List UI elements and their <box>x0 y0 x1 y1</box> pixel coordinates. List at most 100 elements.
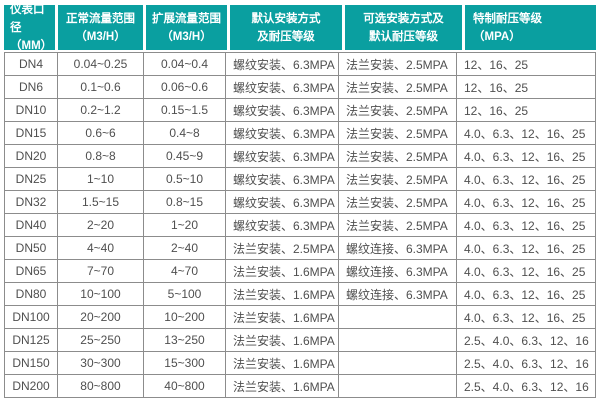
table-cell: 0.8~15 <box>143 190 226 214</box>
table-cell: 0.04~0.4 <box>143 52 226 76</box>
table-cell: DN150 <box>4 351 58 375</box>
table-cell: 法兰安装、2.5MPA <box>338 167 457 191</box>
table-cell: 0.5~10 <box>143 167 226 191</box>
header-line: 默认耐压等级 <box>369 30 438 43</box>
table-cell: 2.5、4.0、6.3、12、16 <box>456 374 596 398</box>
table-cell: 0.45~9 <box>143 144 226 168</box>
header-line: 仪表口径 <box>10 5 45 34</box>
table-cell: 4.0、6.3、12、16、25 <box>456 190 596 214</box>
table-cell: DN50 <box>4 236 58 260</box>
header-line: （MPA） <box>473 30 521 43</box>
table-cell: 螺纹安装、6.3MPA <box>225 144 339 168</box>
table-cell: 螺纹安装、6.3MPA <box>225 52 339 76</box>
table-cell: 4.0、6.3、12、16、25 <box>456 121 596 145</box>
header-line: 特制耐压等级 <box>473 12 542 25</box>
table-cell: DN10 <box>4 98 58 122</box>
table-cell: 2~40 <box>143 236 226 260</box>
table-row: DN15 0.6~6 0.4~8 螺纹安装、6.3MPA 法兰安装、2.5MPA 4.0、… <box>4 121 596 145</box>
table-cell: 法兰安装、2.5MPA <box>338 98 457 122</box>
table-row: DN32 1.5~15 0.8~15 螺纹安装、6.3MPA 法兰安装、2.5MPA 4.… <box>4 190 596 214</box>
header-line: 默认安装方式 <box>251 12 321 25</box>
table-cell: 法兰安装、2.5MPA <box>338 144 457 168</box>
table-row: DN125 25~250 13~250 法兰安装、1.6MPA 2.5、4.0、6.3、… <box>4 328 596 352</box>
table-cell <box>338 328 457 352</box>
table-cell: 0.2~1.2 <box>57 98 144 122</box>
header-line: （M3/H） <box>161 30 212 43</box>
table-header-row: 仪表口径 （MM） 正常流量范围 （M3/H） 扩展流量范围 （M3/H） 默认… <box>4 5 596 50</box>
table-cell: 4~40 <box>57 236 144 260</box>
table-cell: 法兰安装、2.5MPA <box>338 75 457 99</box>
table-cell: 2.5、4.0、6.3、12、16 <box>456 328 596 352</box>
table-row: DN20 0.8~8 0.45~9 螺纹安装、6.3MPA 法兰安装、2.5MPA 4.0… <box>4 144 596 168</box>
table-row: DN65 7~70 4~70 法兰安装、1.6MPA 螺纹连接、6.3MPA 4.0、6.… <box>4 259 596 283</box>
table-cell: 法兰安装、1.6MPA <box>225 282 339 306</box>
table-cell: 0.1~0.6 <box>57 75 144 99</box>
table-cell: 12、16、25 <box>456 52 596 76</box>
table-cell: 10~100 <box>57 282 144 306</box>
table-row: DN150 30~300 15~300 法兰安装、1.6MPA 2.5、4.0、6.3、… <box>4 351 596 375</box>
table-cell: 2.5、4.0、6.3、12、16 <box>456 351 596 375</box>
table-cell: 4.0、6.3、12、16、25 <box>456 305 596 329</box>
table-cell: 4.0、6.3、12、16、25 <box>456 259 596 283</box>
header-cell-special-pressure: 特制耐压等级 （MPA） <box>465 5 596 50</box>
table-cell: 0.15~1.5 <box>143 98 226 122</box>
table-cell <box>338 305 457 329</box>
table-cell: DN25 <box>4 167 58 191</box>
header-cell-diameter: 仪表口径 （MM） <box>4 5 55 50</box>
table-cell: 法兰安装、1.6MPA <box>225 374 339 398</box>
table-cell: 12、16、25 <box>456 98 596 122</box>
table-cell: 螺纹连接、6.3MPA <box>338 236 457 260</box>
table-cell: 10~200 <box>143 305 226 329</box>
table-cell <box>338 374 457 398</box>
table-cell: 法兰安装、2.5MPA <box>338 52 457 76</box>
table-cell: 7~70 <box>57 259 144 283</box>
table-cell: 螺纹安装、6.3MPA <box>225 121 339 145</box>
table-cell: 25~250 <box>57 328 144 352</box>
table-cell: DN125 <box>4 328 58 352</box>
table-cell: 螺纹连接、6.3MPA <box>338 259 457 283</box>
table-cell: 法兰安装、1.6MPA <box>225 351 339 375</box>
table-row: DN6 0.1~0.6 0.06~0.6 螺纹安装、6.3MPA 法兰安装、2.5MPA… <box>4 75 596 99</box>
table-row: DN40 2~20 1~20 螺纹安装、6.3MPA 法兰安装、2.5MPA 4.0、6.… <box>4 213 596 237</box>
table-cell: 15~300 <box>143 351 226 375</box>
table-cell: 0.6~6 <box>57 121 144 145</box>
table-cell: 12、16、25 <box>456 75 596 99</box>
table-cell: 法兰安装、1.6MPA <box>225 305 339 329</box>
table-cell: 法兰安装、2.5MPA <box>338 190 457 214</box>
table-cell: DN32 <box>4 190 58 214</box>
table-cell: 5~100 <box>143 282 226 306</box>
table-cell: 螺纹安装、6.3MPA <box>225 98 339 122</box>
table-cell: 1~10 <box>57 167 144 191</box>
table-cell: 法兰安装、1.6MPA <box>225 328 339 352</box>
header-cell-normal-flow: 正常流量范围 （M3/H） <box>58 5 143 50</box>
table-cell: 法兰安装、2.5MPA <box>338 121 457 145</box>
table-cell: 4.0、6.3、12、16、25 <box>456 213 596 237</box>
table-row: DN100 20~200 10~200 法兰安装、1.6MPA 4.0、6.3、12、1… <box>4 305 596 329</box>
table-cell: 0.8~8 <box>57 144 144 168</box>
table-cell <box>338 351 457 375</box>
header-line: 及耐压等级 <box>257 30 315 43</box>
header-cell-optional-install: 可选安装方式及 默认耐压等级 <box>345 5 462 50</box>
table-cell: 法兰安装、2.5MPA <box>338 213 457 237</box>
spec-table: DN4 0.04~0.25 0.04~0.4 螺纹安装、6.3MPA 法兰安装、2.5M… <box>4 52 596 398</box>
table-row: DN4 0.04~0.25 0.04~0.4 螺纹安装、6.3MPA 法兰安装、2.5M… <box>4 52 596 76</box>
table-cell: DN6 <box>4 75 58 99</box>
header-line: （MM） <box>10 39 53 51</box>
table-row: DN50 4~40 2~40 法兰安装、2.5MPA 螺纹连接、6.3MPA 4.0、6.… <box>4 236 596 260</box>
header-line: 扩展流量范围 <box>152 12 221 25</box>
header-line: 可选安装方式及 <box>363 12 444 25</box>
table-row: DN25 1~10 0.5~10 螺纹安装、6.3MPA 法兰安装、2.5MPA 4.0、… <box>4 167 596 191</box>
header-line: 正常流量范围 <box>66 12 135 25</box>
table-cell: DN20 <box>4 144 58 168</box>
table-cell: 40~800 <box>143 374 226 398</box>
table-cell: 30~300 <box>57 351 144 375</box>
table-cell: DN40 <box>4 213 58 237</box>
table-cell: 20~200 <box>57 305 144 329</box>
table-cell: 螺纹安装、6.3MPA <box>225 190 339 214</box>
table-cell: 1.5~15 <box>57 190 144 214</box>
table-cell: 4.0、6.3、12、16、25 <box>456 282 596 306</box>
table-cell: DN4 <box>4 52 58 76</box>
table-cell: 4.0、6.3、12、16、25 <box>456 144 596 168</box>
table-cell: 13~250 <box>143 328 226 352</box>
table-cell: DN80 <box>4 282 58 306</box>
